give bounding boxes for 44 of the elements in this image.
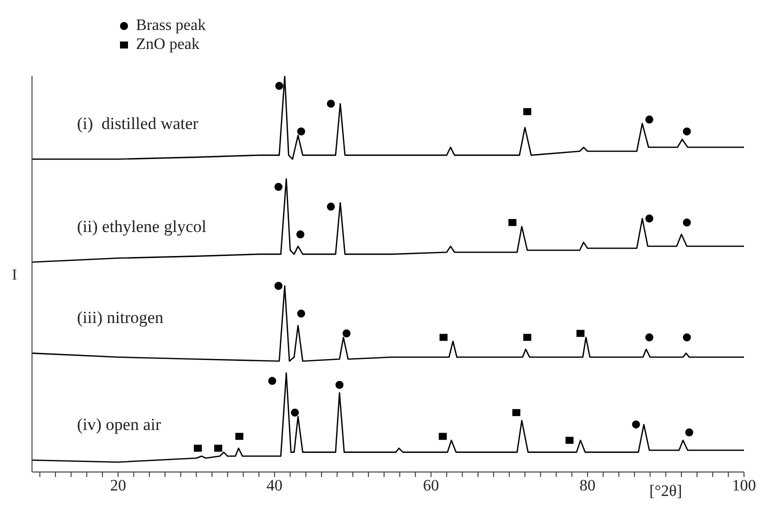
point [682,333,691,342]
point [645,116,654,124]
point [297,127,306,136]
legend-label: Brass peak [136,16,206,34]
point [194,444,202,452]
point [275,82,284,90]
point [438,432,447,440]
point [632,420,640,428]
point [342,329,351,338]
series-label: (ii) ethylene glycol [77,217,207,236]
series-label: (iv) open air [77,415,162,434]
point [214,444,222,452]
point [682,218,691,227]
x-tick-label: 100 [732,477,756,494]
point [296,230,304,238]
point [645,214,654,223]
x-tick-label: 40 [266,477,283,494]
point [326,202,335,211]
point [326,100,335,108]
point [268,376,276,385]
point [274,182,282,191]
y-axis-title: I [12,267,17,284]
point [523,334,532,341]
point [274,282,282,290]
point [335,380,344,389]
point [440,334,448,341]
point [685,428,694,436]
point [297,310,306,318]
point [566,436,574,444]
x-axis-title: [°2θ] [649,483,682,500]
series-label: (i) distilled water [77,114,199,134]
x-tick-label: 60 [423,477,440,494]
point [523,108,532,116]
point [508,219,516,226]
point [235,432,244,440]
point [645,333,654,342]
series-label: (iii) nitrogen [77,308,164,328]
point [512,409,520,416]
x-tick-label: 20 [110,477,126,494]
x-tick-label: 80 [580,477,596,494]
point [682,127,691,136]
legend-label: ZnO peak [136,36,200,54]
point [576,330,584,337]
point [290,408,299,417]
